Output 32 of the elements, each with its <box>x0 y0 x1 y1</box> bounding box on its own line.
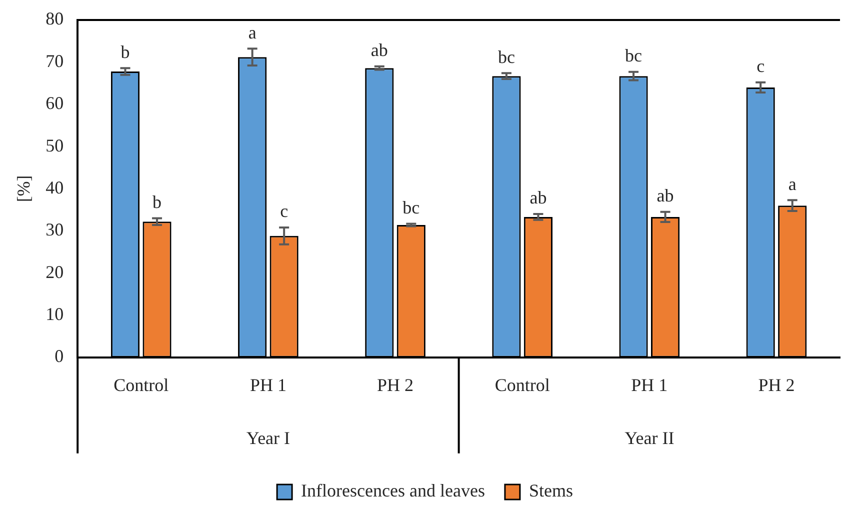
x-tick-label: PH 1 <box>631 374 668 395</box>
data-label: b <box>152 192 162 212</box>
x-tick-label: PH 1 <box>250 374 286 395</box>
text: Year II <box>624 428 674 448</box>
data-label: ab <box>370 40 388 60</box>
data-label: a <box>248 22 256 42</box>
x-tick-label: PH 2 <box>377 374 414 395</box>
x-tick-label: Control <box>494 374 550 395</box>
data-label: ab <box>656 186 674 206</box>
y-tick-label: 80 <box>46 8 64 29</box>
y-tick-label: 0 <box>54 346 64 366</box>
legend-label: Inflorescences and leaves <box>301 480 485 501</box>
x-tick-label: Control <box>114 374 169 395</box>
x-tick-label: PH 2 <box>758 374 795 395</box>
data-label: bc <box>498 46 515 67</box>
legend-label: Stems <box>528 480 573 501</box>
y-tick-label: 60 <box>46 93 64 114</box>
text: Year I <box>246 428 290 448</box>
data-label: bc <box>625 46 642 66</box>
data-label: b <box>120 42 130 62</box>
data-label: c <box>280 201 288 222</box>
y-tick-label: 10 <box>46 304 64 324</box>
y-tick-label: 50 <box>46 135 64 156</box>
data-label: bc <box>402 197 420 218</box>
y-axis-title: [%] <box>14 175 34 202</box>
y-tick-label: 70 <box>46 50 64 71</box>
data-label: a <box>788 174 796 194</box>
data-label: ab <box>530 188 547 208</box>
data-label: c <box>756 56 765 76</box>
y-tick-label: 20 <box>46 262 64 282</box>
y-tick-label: 30 <box>46 220 64 240</box>
y-tick-label: 40 <box>46 177 64 198</box>
